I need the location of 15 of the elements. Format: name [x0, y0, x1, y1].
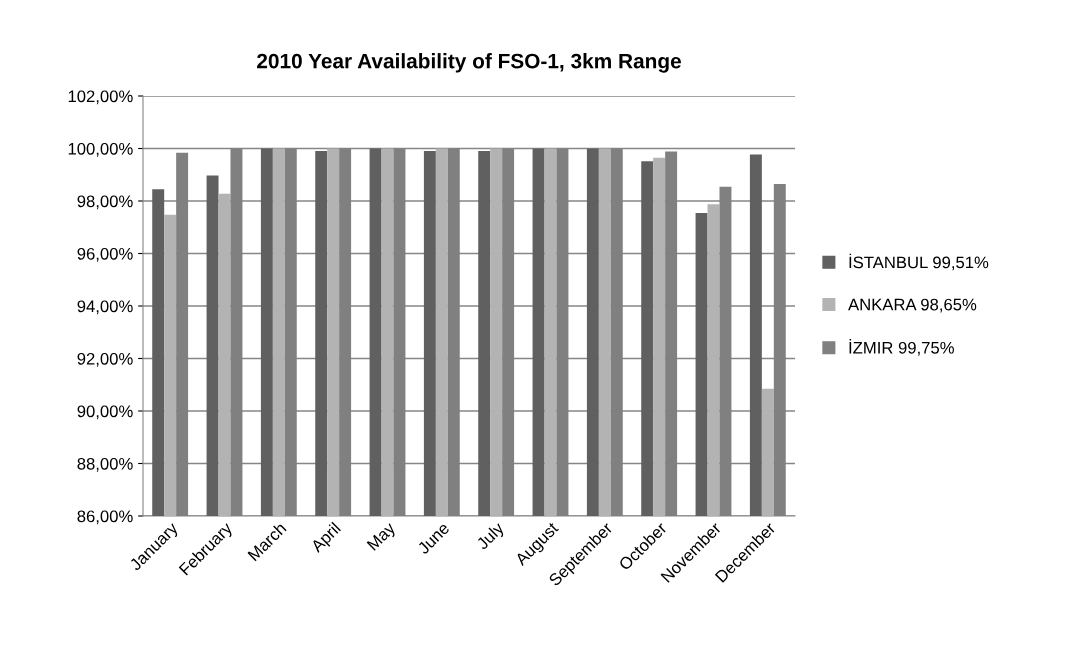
y-tick-label: 88,00% — [77, 457, 133, 472]
y-tick-label: 98,00% — [77, 195, 133, 210]
x-tick-label: May — [366, 521, 399, 554]
y-tick-label: 92,00% — [77, 352, 133, 367]
y-tick-label: 94,00% — [77, 300, 133, 315]
legend-label: İZMIR 99,75% — [849, 339, 954, 356]
legend-label: ANKARA 98,65% — [848, 298, 977, 313]
y-tick-label: 102,00% — [68, 90, 133, 105]
y-tick-label: 96,00% — [77, 247, 133, 262]
y-tick-label: 86,00% — [77, 510, 133, 525]
legend-label: İSTANBUL 99,51% — [849, 253, 989, 271]
x-tick-label: July — [475, 520, 508, 553]
y-tick-label: 90,00% — [77, 405, 133, 420]
y-tick-label: 100,00% — [68, 142, 133, 157]
chart-title: 2010 Year Availability of FSO-1, 3km Range — [257, 53, 681, 73]
